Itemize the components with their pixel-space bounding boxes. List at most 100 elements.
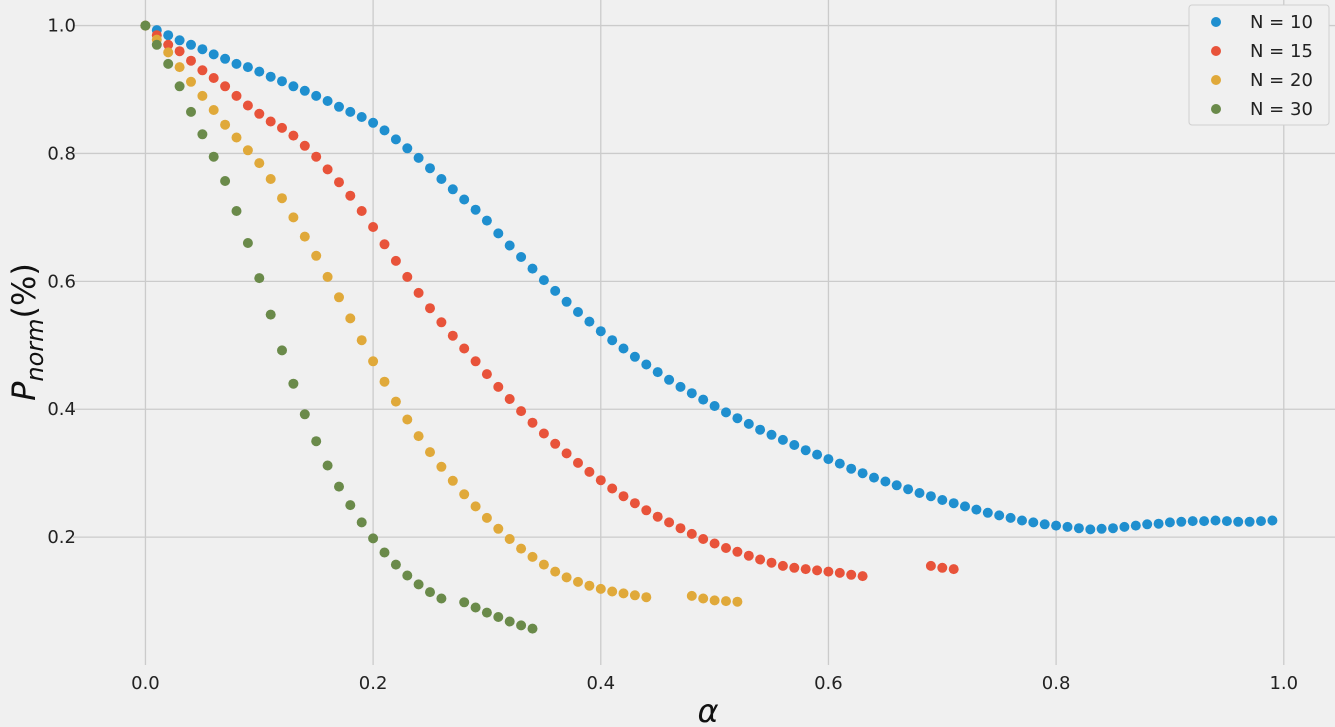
data-point [436,461,447,472]
data-point [356,517,367,528]
legend-label: N = 15 [1250,41,1313,62]
x-tick-label: 0.6 [814,673,843,694]
data-point [834,458,845,469]
data-point [550,438,561,449]
data-point [629,590,640,601]
data-point [925,560,936,571]
data-point [527,263,538,274]
data-point [402,414,413,425]
data-point [709,401,720,411]
data-point [823,566,834,577]
data-point [743,418,754,429]
data-point [994,510,1005,521]
data-point [220,176,231,186]
data-point [481,607,492,618]
data-point [891,480,902,491]
data-point [1062,521,1073,532]
data-point [470,356,481,367]
data-point [322,271,333,282]
data-point [356,112,367,122]
data-point [800,445,811,456]
data-point [265,174,276,184]
data-point [1153,518,1164,529]
data-point [345,190,356,201]
data-point [732,596,743,607]
data-point [334,177,344,188]
x-tick-label: 0.2 [359,673,388,694]
data-point [743,550,754,561]
data-point [208,105,219,115]
data-point [538,275,549,286]
data-point [299,409,310,420]
data-point [573,576,583,587]
data-point [493,612,504,622]
data-point [288,130,299,141]
data-point [1017,515,1027,526]
data-point [197,44,208,55]
data-point [550,566,561,577]
data-point [777,434,788,445]
y-axis-label-suffix: (%) [5,263,43,318]
data-point [322,164,333,175]
data-point [425,587,435,598]
data-point [629,498,640,509]
data-point [516,406,527,417]
y-tick-label: 0.2 [47,527,76,548]
data-point [527,623,538,634]
legend-marker [1211,46,1221,56]
data-point [413,287,424,298]
data-point [163,47,174,58]
data-point [1085,524,1096,535]
data-point [504,394,515,404]
data-point [470,204,481,215]
data-point [641,505,652,516]
data-point [1221,516,1232,527]
data-point [709,538,720,549]
data-point [493,523,504,534]
data-point [345,106,356,117]
data-point [755,554,766,565]
data-point [1073,523,1084,534]
data-point [311,90,322,101]
legend: N = 10 N = 15 N = 20 N = 30 [1188,4,1330,126]
legend-label: N = 30 [1250,99,1313,120]
data-point [345,313,356,324]
data-point [561,296,572,307]
y-axis-label-sub: norm [21,318,49,381]
y-tick-label: 0.8 [47,143,76,164]
y-tick-label: 1.0 [47,16,76,37]
data-point [618,588,629,599]
data-point [254,66,265,77]
data-point [1199,516,1210,527]
data-point [595,326,606,337]
data-point [1210,515,1221,526]
data-point [402,570,413,581]
data-point [220,81,231,92]
data-point [265,309,276,320]
data-point [1108,523,1118,534]
data-point [379,376,390,387]
data-point [368,533,379,544]
data-point [197,90,208,101]
data-point [664,517,675,528]
data-point [607,483,618,494]
data-point [721,543,731,553]
data-point [379,547,390,558]
data-point [254,158,265,169]
x-tick-label: 0.8 [1042,673,1071,694]
data-point [447,475,458,486]
data-point [550,285,561,296]
data-point [834,567,845,578]
data-point [299,85,310,96]
data-point [1119,521,1130,532]
data-point [686,388,697,399]
data-point [504,534,515,544]
data-point [208,151,219,162]
data-point [163,58,174,69]
data-point [1187,516,1198,527]
data-point [151,39,162,50]
data-point [254,273,265,284]
data-point [527,417,538,428]
